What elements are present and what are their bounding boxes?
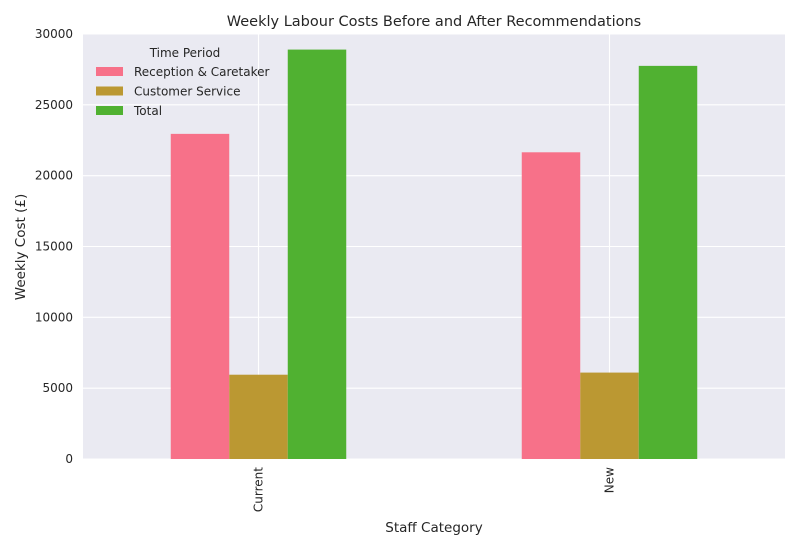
bars [170, 49, 698, 459]
x-tick-label: New [603, 467, 617, 493]
bar-reception-caretaker-new [521, 152, 581, 459]
x-tick-labels: Current New [252, 467, 617, 512]
y-tick-label: 25000 [35, 98, 73, 112]
bar-customer-service-current [229, 374, 288, 459]
bar-total-new [638, 65, 698, 459]
y-tick-label: 15000 [35, 240, 73, 254]
legend-swatch [96, 86, 123, 96]
y-tick-labels: 0 5000 10000 15000 20000 25000 30000 [35, 27, 73, 466]
legend-label: Reception & Caretaker [134, 65, 270, 79]
y-tick-label: 20000 [35, 169, 73, 183]
y-tick-label: 5000 [42, 381, 73, 395]
y-axis-label: Weekly Cost (£) [13, 194, 29, 300]
legend-title: Time Period [149, 46, 221, 60]
bar-reception-caretaker-current [170, 133, 230, 459]
x-tick-label: Current [252, 467, 266, 512]
chart-title: Weekly Labour Costs Before and After Rec… [227, 14, 641, 30]
legend-label: Total [133, 104, 162, 118]
legend-swatch [96, 67, 123, 76]
x-axis-label: Staff Category [385, 520, 482, 536]
legend-label: Customer Service [134, 85, 240, 99]
bar-customer-service-new [580, 372, 639, 459]
y-tick-label: 30000 [35, 27, 73, 41]
bar-total-current [287, 49, 347, 459]
legend-swatch [96, 106, 123, 115]
legend: Time Period Reception & Caretaker Custome… [96, 46, 270, 118]
y-tick-label: 10000 [35, 310, 73, 324]
y-tick-label: 0 [65, 452, 73, 466]
